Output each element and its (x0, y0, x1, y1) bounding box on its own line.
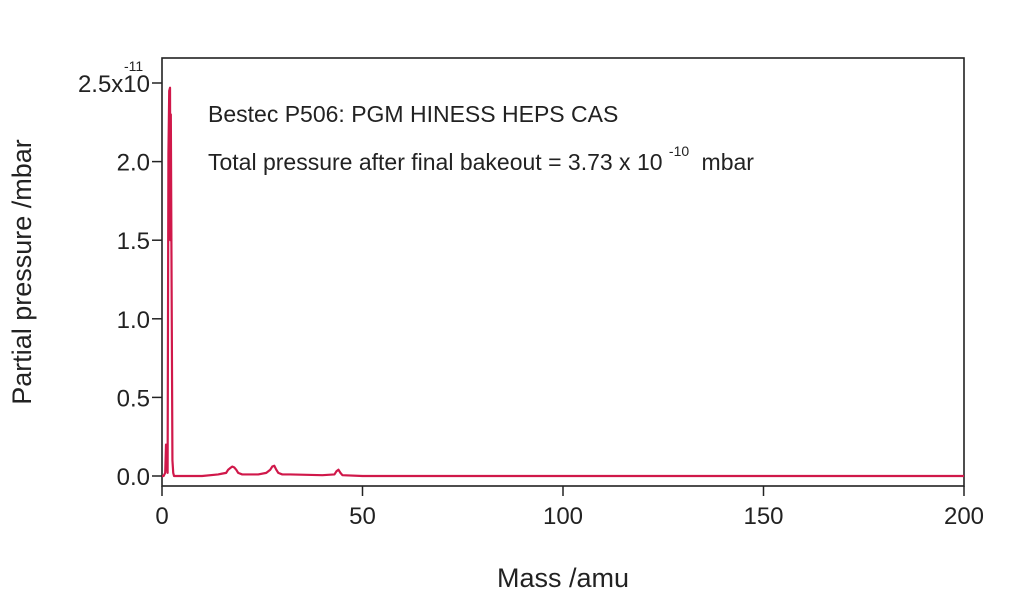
x-tick-label: 100 (543, 503, 583, 530)
y-tick-label: 2.0 (117, 150, 150, 177)
x-tick-label: 50 (349, 503, 376, 530)
y-tick-label: 0.0 (117, 464, 150, 491)
x-tick-label: 200 (944, 503, 984, 530)
y-tick-exponent: -11 (124, 58, 143, 74)
y-tick-label: 2.5x10 (78, 71, 150, 98)
x-axis-label: Mass /amu (497, 563, 629, 593)
annotation-total-pressure: Total pressure after final bakeout = 3.7… (208, 135, 754, 175)
annotation-total-pressure-unit: mbar (702, 149, 755, 175)
y-tick-label: 1.0 (117, 307, 150, 334)
y-axis-ticks: 0.0 0.5 1.0 1.5 2.0 2.5x10-11 (78, 58, 162, 491)
annotation-total-pressure-exponent: -10 (669, 143, 689, 159)
annotation-total-pressure-prefix: Total pressure after final bakeout = 3.7… (208, 149, 663, 175)
x-tick-label: 150 (743, 503, 783, 530)
series-line (162, 86, 964, 478)
annotation-title: Bestec P506: PGM HINESS HEPS CAS (208, 101, 618, 127)
y-tick-label: 1.5 (117, 228, 150, 255)
y-tick-label: 0.5 (117, 385, 150, 412)
x-axis-ticks: 0 50 100 150 200 (155, 486, 984, 530)
y-axis-label: Partial pressure /mbar (7, 139, 37, 405)
series-layer (162, 86, 964, 478)
x-tick-label: 0 (155, 503, 168, 530)
